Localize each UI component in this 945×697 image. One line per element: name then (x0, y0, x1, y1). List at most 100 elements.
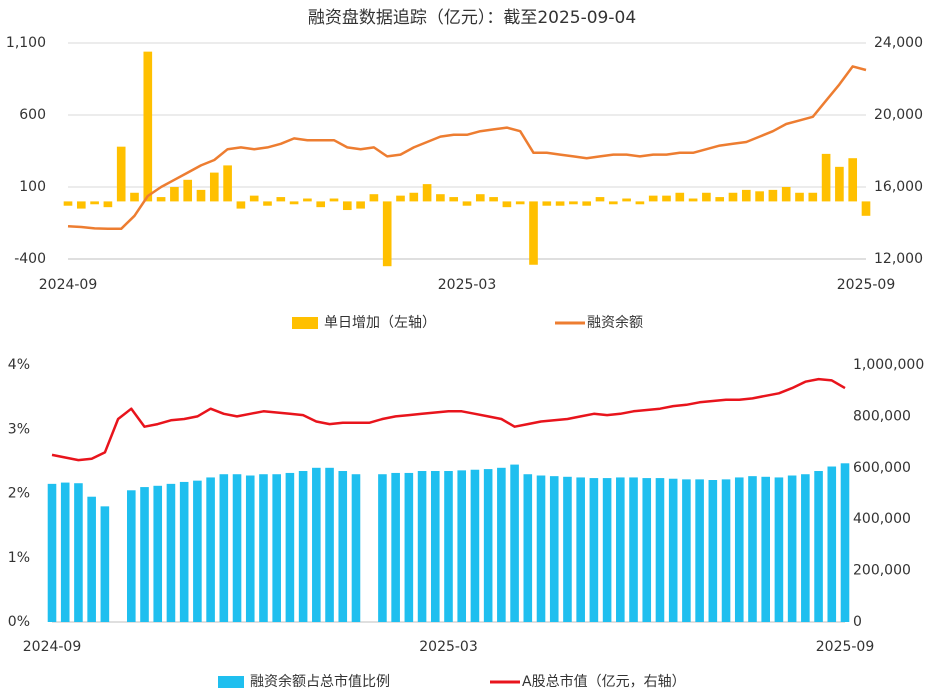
bar (510, 464, 519, 622)
legend-label: 单日增加（左轴） (324, 315, 436, 331)
legend-label: A股总市值（亿元，右轴） (522, 673, 686, 690)
bar (249, 195, 259, 202)
bar (232, 474, 242, 622)
bar (821, 153, 831, 202)
bar (236, 201, 246, 209)
bar (303, 198, 312, 202)
bar (444, 471, 453, 622)
bar (143, 51, 153, 202)
bar (170, 187, 179, 202)
y2-tick-label: 1,000,000 (853, 357, 924, 373)
bar (715, 197, 725, 202)
bar (655, 478, 665, 622)
bar (563, 476, 572, 622)
bar (103, 201, 113, 208)
bar (127, 490, 136, 622)
legend-swatch (218, 676, 244, 688)
bar (325, 467, 334, 622)
bar (755, 191, 764, 202)
bar (848, 158, 858, 202)
bar (682, 479, 691, 622)
bar (648, 195, 658, 202)
bar (728, 192, 738, 202)
bar (741, 189, 751, 202)
bar (140, 487, 149, 622)
legend-label: 融资余额 (587, 314, 643, 331)
y2-tick-label: 0 (853, 614, 862, 630)
bar (576, 477, 585, 622)
bar (351, 474, 361, 622)
bar (721, 479, 731, 622)
y-tick-label: 3% (8, 421, 30, 437)
bar (635, 201, 645, 205)
y-tick-label: 1,100 (6, 35, 46, 51)
bar (662, 195, 671, 202)
bar (87, 496, 96, 622)
y2-tick-label: 200,000 (853, 563, 911, 579)
bar (622, 198, 631, 202)
y2-tick-label: 600,000 (853, 460, 911, 476)
bar (595, 197, 605, 202)
x-tick-label: 2025-09 (816, 639, 875, 655)
bar (378, 474, 387, 622)
bar (436, 194, 445, 202)
bar (404, 472, 414, 622)
y2-tick-label: 800,000 (853, 408, 911, 424)
bar (808, 192, 818, 202)
bar (156, 197, 166, 202)
bar (470, 469, 480, 622)
bar (616, 477, 625, 622)
y-tick-label: 1% (8, 550, 30, 566)
y2-tick-label: 12,000 (874, 251, 923, 267)
bar (708, 480, 718, 622)
y2-tick-label: 20,000 (874, 107, 923, 123)
chart-title: 融资盘数据追踪（亿元）：截至2025-09-04 (308, 8, 636, 28)
bar (761, 476, 770, 622)
bar (835, 166, 844, 202)
bar (245, 475, 255, 622)
bar (417, 471, 427, 622)
bar (734, 477, 744, 622)
x-tick-label: 2025-03 (419, 639, 478, 655)
bar (356, 201, 365, 209)
bar (629, 477, 638, 622)
bar (462, 201, 472, 206)
bar (449, 197, 459, 202)
bar (206, 477, 215, 622)
y-tick-label: -400 (14, 251, 46, 267)
bar (289, 201, 299, 205)
line (67, 65, 867, 231)
bar (219, 474, 229, 622)
bar (193, 480, 202, 622)
bar (338, 471, 348, 622)
bar (183, 179, 193, 202)
bar (166, 483, 176, 622)
y-tick-label: 0% (8, 614, 30, 630)
bar (608, 201, 618, 205)
bar (100, 506, 110, 622)
bar (549, 476, 559, 622)
bar (422, 184, 432, 202)
legend-label: 融资余额占总市值比例 (250, 673, 390, 690)
x-tick-label: 2025-09 (837, 277, 896, 293)
bar (814, 471, 823, 622)
bar (602, 478, 612, 622)
bar (536, 475, 546, 622)
bar (529, 201, 538, 265)
bar (483, 469, 493, 622)
bar (787, 475, 797, 622)
bar (642, 478, 652, 622)
bar (668, 478, 678, 622)
bar (555, 201, 565, 206)
bar (259, 474, 268, 622)
bar (153, 485, 163, 622)
bar (827, 466, 837, 622)
bar (502, 201, 512, 208)
bar (391, 472, 400, 622)
bar (396, 195, 405, 202)
bar (276, 197, 286, 202)
bar (223, 165, 232, 202)
bar (116, 146, 126, 202)
bar (63, 201, 73, 206)
bar (312, 467, 321, 622)
